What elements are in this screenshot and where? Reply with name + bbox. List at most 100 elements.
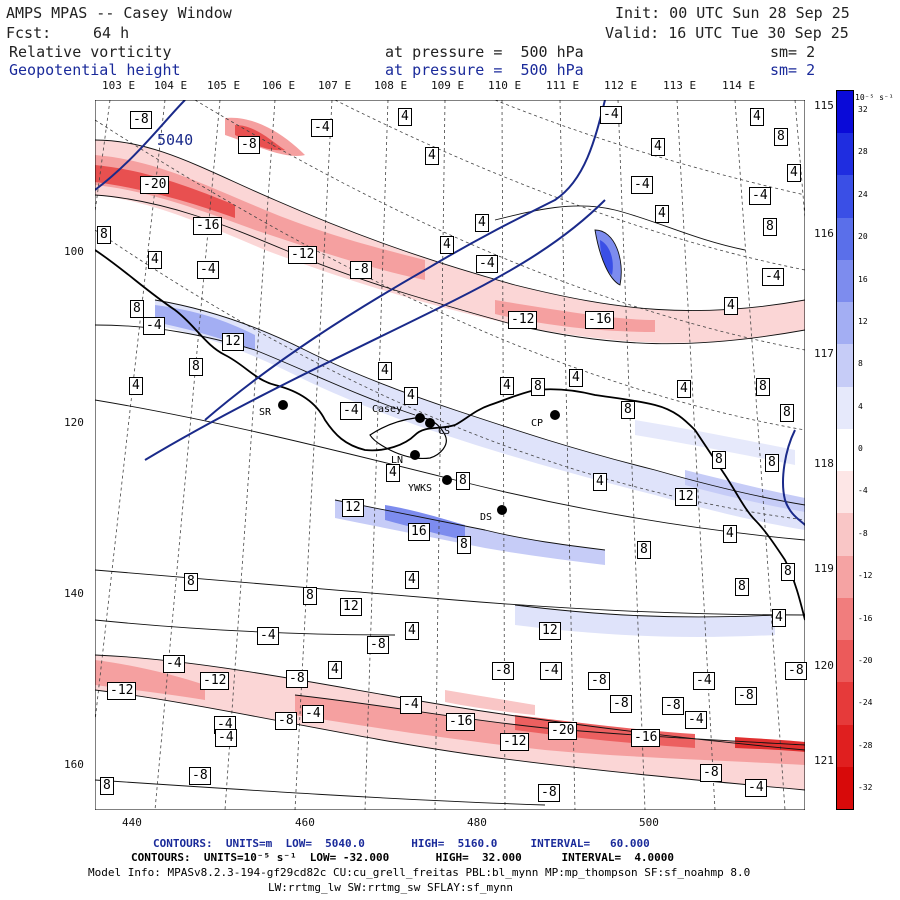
colorbar-swatch	[837, 344, 853, 387]
contour-label: -8	[286, 670, 308, 688]
contour-label: 8	[637, 541, 651, 559]
contour-label: -8	[189, 767, 211, 785]
colorbar-unit: 10⁻⁵ s⁻¹	[855, 93, 894, 102]
colorbar-level-label: -16	[858, 613, 873, 623]
latitude-lines	[95, 100, 805, 521]
contour-label: 4	[772, 609, 786, 627]
contour-label: 8	[780, 404, 794, 422]
contour-label: -8	[275, 712, 297, 730]
station-label-ln: LN	[391, 455, 404, 466]
forecast-label: Fcst:	[6, 24, 52, 42]
contour-label: -16	[193, 217, 223, 235]
contour-label: -4	[631, 176, 653, 194]
colorbar-level-label: 12	[858, 316, 868, 326]
colorbar-level-label: -8	[858, 528, 868, 538]
colorbar-level-label: 0	[858, 444, 863, 453]
contour-label: 4	[655, 205, 669, 223]
station-marker-ln	[410, 450, 420, 460]
coastline	[95, 249, 805, 621]
contour-label: 4	[651, 138, 665, 156]
colorbar-swatch	[837, 133, 853, 176]
contour-label: -4	[400, 696, 422, 714]
contour-label: -8	[130, 111, 152, 129]
contour-label: -8	[735, 687, 757, 705]
contour-label: 4	[440, 236, 454, 254]
geopotential-height-contours	[95, 100, 805, 526]
contour-label: -4	[749, 187, 771, 205]
init-time: Init: 00 UTC Sun 28 Sep 25	[615, 4, 850, 22]
contour-label: -8	[350, 261, 372, 279]
forecast-hours: 64 h	[93, 24, 130, 42]
lon-label: 103 E	[102, 79, 136, 92]
contour-label: -12	[500, 733, 530, 751]
contour-label: 8	[130, 300, 144, 318]
colorbar-swatch	[837, 428, 853, 472]
station-marker-ds	[497, 505, 507, 515]
vorticity-contours	[95, 139, 805, 806]
contour-label: 4	[405, 571, 419, 589]
colorbar-swatch	[837, 513, 853, 556]
contour-label: -8	[662, 697, 684, 715]
contour-label: 4	[148, 251, 162, 269]
contour-label: -4	[540, 662, 562, 680]
vorticity-contour-info: CONTOURS: UNITS=10⁻⁵ s⁻¹ LOW= -32.000 HI…	[131, 851, 675, 864]
contour-label: 4	[787, 164, 801, 182]
contour-label: 4	[724, 297, 738, 315]
contour-label: 4	[129, 377, 143, 395]
lon-label: 108 E	[374, 79, 408, 92]
contour-label: 8	[457, 536, 471, 554]
contour-label: 4	[328, 661, 342, 679]
contour-label: -8	[538, 784, 560, 802]
contour-label: -4	[600, 106, 622, 124]
lon-label: 111 E	[546, 79, 580, 92]
contour-label: -4	[143, 317, 165, 335]
colorbar-swatch	[837, 386, 853, 429]
contour-label: -8	[367, 636, 389, 654]
colorbar-swatch	[837, 91, 853, 134]
contour-label: 8	[97, 226, 111, 244]
x-axis-label: 440	[122, 816, 142, 829]
stations	[278, 400, 560, 515]
contour-label: -16	[446, 713, 476, 731]
contour-label: 8	[712, 451, 726, 469]
model-info: Model Info: MPASv8.2.3-194-gf29cd82c CU:…	[88, 866, 751, 879]
field1-smoothing: sm= 2	[770, 43, 816, 61]
contour-label: 4	[378, 362, 392, 380]
contour-label: -4	[257, 627, 279, 645]
contour-label: 8	[100, 777, 114, 795]
field2-name: Geopotential height	[9, 61, 181, 79]
colorbar-level-label: 8	[858, 359, 863, 369]
contour-label: 4	[405, 622, 419, 640]
contour-label: 12	[539, 622, 561, 640]
station-marker-sr	[278, 400, 288, 410]
field2-pressure: at pressure = 500 hPa	[385, 61, 584, 79]
contour-label: -4	[340, 402, 362, 420]
colorbar-level-label: -20	[858, 655, 873, 665]
coastline-inlet	[369, 417, 447, 460]
contour-label: -20	[140, 176, 170, 194]
x-axis-label: 500	[639, 816, 659, 829]
contour-label: -4	[693, 672, 715, 690]
contour-label: -4	[302, 705, 324, 723]
colorbar-level-label: -32	[858, 783, 873, 792]
contour-label: 4	[404, 387, 418, 405]
contour-label: 8	[781, 563, 795, 581]
station-marker-casey	[415, 413, 425, 423]
colorbar-swatch	[837, 217, 853, 260]
station-label-ds: DS	[480, 512, 493, 523]
height-contour-info: CONTOURS: UNITS=m LOW= 5040.0 HIGH= 5160…	[153, 837, 650, 850]
colorbar-swatch	[837, 555, 853, 598]
contour-label: 4	[386, 464, 400, 482]
colorbar-level-label: -24	[858, 698, 873, 708]
contour-label: 8	[456, 472, 470, 490]
lon-label: 104 E	[154, 79, 188, 92]
lon-label: 106 E	[262, 79, 296, 92]
contour-label: -12	[508, 311, 538, 329]
contour-label: -4	[762, 268, 784, 286]
model-info-physics: LW:rrtmg_lw SW:rrtmg_sw SFLAY:sf_mynn	[268, 881, 514, 894]
contour-label: 8	[756, 378, 770, 396]
lon-label: 112 E	[604, 79, 638, 92]
contour-label: -4	[163, 655, 185, 673]
map-title: AMPS MPAS -- Casey Window	[6, 4, 232, 22]
x-axis-label: 480	[467, 816, 487, 829]
